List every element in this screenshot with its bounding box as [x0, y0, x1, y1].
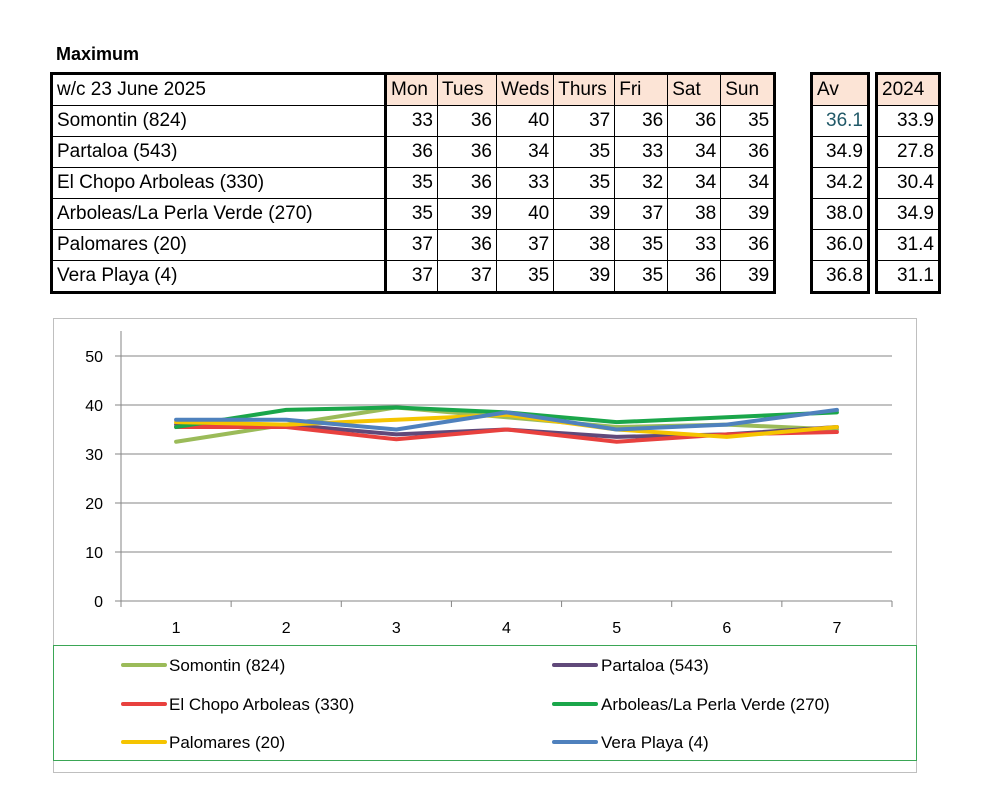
- av-row: 36.1: [810, 105, 870, 137]
- temp-value: 36: [437, 167, 497, 199]
- day-header-weds: Weds: [495, 72, 555, 106]
- prev-row: 34.9: [875, 198, 941, 230]
- station-name: Partaloa (543): [50, 136, 387, 168]
- temp-value: 33: [385, 105, 438, 137]
- temp-value: 35: [553, 167, 616, 199]
- table-row: Arboleas/La Perla Verde (270) 35 39 40 39 37 3…: [50, 198, 777, 230]
- station-name: Arboleas/La Perla Verde (270): [50, 198, 387, 230]
- day-header-mon: Mon: [385, 72, 438, 106]
- table-row: Somontin (824) 33 36 40 37 36 36 35: [50, 105, 777, 137]
- day-header-fri: Fri: [614, 72, 669, 106]
- week-label: w/c 23 June 2025: [50, 72, 387, 106]
- av-header: Av: [810, 72, 870, 106]
- temp-value: 37: [495, 229, 555, 261]
- table-row: Vera Playa (4) 37 37 35 39 35 36 39: [50, 260, 777, 294]
- temp-value: 39: [720, 260, 777, 294]
- temp-value: 39: [553, 198, 616, 230]
- temp-value: 34: [495, 136, 555, 168]
- prev-row: 33.9: [875, 105, 941, 137]
- chart-legend: [53, 645, 917, 761]
- temperature-table: w/c 23 June 2025 Mon Tues Weds Thurs Fri Sat Su…: [50, 72, 777, 294]
- temp-value: 37: [553, 105, 616, 137]
- av-row: 36.8: [810, 260, 870, 294]
- temp-value: 36: [437, 229, 497, 261]
- prev-row: 30.4: [875, 167, 941, 199]
- av-header-row: Av: [810, 72, 870, 106]
- temp-value: 37: [614, 198, 669, 230]
- temp-value: 35: [553, 136, 616, 168]
- temp-value: 38: [667, 198, 722, 230]
- prev-year-header: 2024: [875, 72, 941, 106]
- temp-value: 39: [553, 260, 616, 294]
- prev-year-value: 31.4: [875, 229, 941, 261]
- prev-header-row: 2024: [875, 72, 941, 106]
- av-row: 38.0: [810, 198, 870, 230]
- day-header-thurs: Thurs: [553, 72, 616, 106]
- temp-value: 35: [720, 105, 777, 137]
- temp-value: 37: [385, 229, 438, 261]
- temp-value: 34: [667, 167, 722, 199]
- previous-year-table: 2024 33.9 27.8 30.4 34.9 31.4 31.1: [875, 72, 941, 294]
- station-name: Palomares (20): [50, 229, 387, 261]
- temp-value: 39: [720, 198, 777, 230]
- temp-value: 36: [720, 136, 777, 168]
- prev-row: 27.8: [875, 136, 941, 168]
- station-name: Vera Playa (4): [50, 260, 387, 294]
- temp-value: 36: [614, 105, 669, 137]
- station-name: Somontin (824): [50, 105, 387, 137]
- temp-value: 35: [614, 229, 669, 261]
- chart-area: [53, 318, 917, 773]
- table-row: El Chopo Arboleas (330) 35 36 33 35 32 34 34: [50, 167, 777, 199]
- temp-value: 37: [385, 260, 438, 294]
- temp-value: 32: [614, 167, 669, 199]
- prev-year-value: 34.9: [875, 198, 941, 230]
- temp-value: 35: [495, 260, 555, 294]
- page-title: Maximum: [56, 44, 140, 64]
- prev-year-value: 27.8: [875, 136, 941, 168]
- temp-value: 36: [437, 136, 497, 168]
- temp-value: 40: [495, 198, 555, 230]
- av-row: 36.0: [810, 229, 870, 261]
- average-value: 36.1: [810, 105, 870, 137]
- temp-value: 40: [495, 105, 555, 137]
- prev-row: 31.1: [875, 260, 941, 294]
- prev-year-value: 31.1: [875, 260, 941, 294]
- temp-value: 36: [720, 229, 777, 261]
- temp-value: 33: [667, 229, 722, 261]
- day-header-sat: Sat: [667, 72, 722, 106]
- table-row: Partaloa (543) 36 36 34 35 33 34 36: [50, 136, 777, 168]
- temp-value: 33: [614, 136, 669, 168]
- temp-value: 35: [385, 198, 438, 230]
- average-value: 38.0: [810, 198, 870, 230]
- average-value: 34.9: [810, 136, 870, 168]
- temp-value: 36: [667, 105, 722, 137]
- temp-value: 34: [720, 167, 777, 199]
- average-value: 34.2: [810, 167, 870, 199]
- temp-value: 39: [437, 198, 497, 230]
- av-row: 34.2: [810, 167, 870, 199]
- temp-value: 36: [437, 105, 497, 137]
- prev-year-value: 30.4: [875, 167, 941, 199]
- av-row: 34.9: [810, 136, 870, 168]
- temp-value: 34: [667, 136, 722, 168]
- table-header-row: w/c 23 June 2025 Mon Tues Weds Thurs Fri Sat Su…: [50, 72, 777, 106]
- prev-year-value: 33.9: [875, 105, 941, 137]
- average-value: 36.8: [810, 260, 870, 294]
- temp-value: 36: [385, 136, 438, 168]
- prev-row: 31.4: [875, 229, 941, 261]
- average-value: 36.0: [810, 229, 870, 261]
- temp-value: 35: [614, 260, 669, 294]
- day-header-sun: Sun: [720, 72, 777, 106]
- average-table: Av 36.1 34.9 34.2 38.0 36.0 36.8: [810, 72, 870, 294]
- day-header-tues: Tues: [437, 72, 497, 106]
- temp-value: 33: [495, 167, 555, 199]
- station-name: El Chopo Arboleas (330): [50, 167, 387, 199]
- temp-value: 36: [667, 260, 722, 294]
- temp-value: 35: [385, 167, 438, 199]
- temp-value: 38: [553, 229, 616, 261]
- table-row: Palomares (20) 37 36 37 38 35 33 36: [50, 229, 777, 261]
- temp-value: 37: [437, 260, 497, 294]
